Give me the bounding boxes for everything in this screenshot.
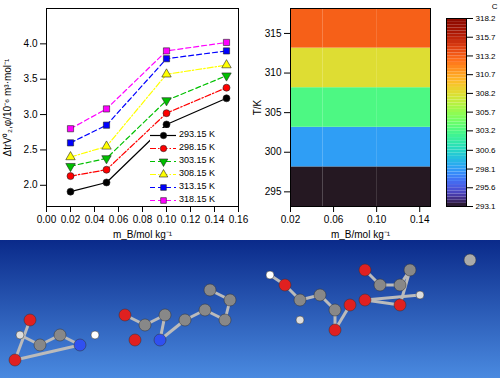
svg-text:315: 315 <box>265 28 282 39</box>
svg-text:m_B/mol kg⁻¹: m_B/mol kg⁻¹ <box>113 229 173 240</box>
svg-text:2.0: 2.0 <box>24 179 38 190</box>
svg-text:T/K: T/K <box>252 99 263 115</box>
html-text:303.15 K: 303.15 K <box>179 155 215 165</box>
html-text:298.15 K: 298.15 K <box>179 142 215 152</box>
svg-text:0.04: 0.04 <box>85 214 105 225</box>
svg-text:2.5: 2.5 <box>24 144 38 155</box>
svg-text:308.2: 308.2 <box>476 89 497 98</box>
svg-text:C: C <box>492 2 498 11</box>
svg-text:0.06: 0.06 <box>324 214 344 225</box>
svg-text:0.08: 0.08 <box>133 214 153 225</box>
svg-text:0.14: 0.14 <box>205 214 225 225</box>
svg-text:293.1: 293.1 <box>476 202 497 211</box>
svg-text:295: 295 <box>265 186 282 197</box>
svg-text:0.02: 0.02 <box>61 214 81 225</box>
svg-text:315.7: 315.7 <box>476 33 497 42</box>
svg-text:0.00: 0.00 <box>37 214 57 225</box>
html-text:318.15 K: 318.15 K <box>179 194 215 204</box>
svg-text:ΔtrV⁰₂,φ/10⁻⁶ m³·mol⁻¹: ΔtrV⁰₂,φ/10⁻⁶ m³·mol⁻¹ <box>2 58 13 157</box>
svg-text:0.14: 0.14 <box>410 214 430 225</box>
svg-text:310.7: 310.7 <box>476 70 497 79</box>
html-text:313.15 K: 313.15 K <box>179 181 215 191</box>
svg-text:0.12: 0.12 <box>181 214 201 225</box>
svg-text:305: 305 <box>265 107 282 118</box>
svg-text:0.16: 0.16 <box>229 214 249 225</box>
svg-text:3.5: 3.5 <box>24 73 38 84</box>
svg-text:298.1: 298.1 <box>476 165 497 174</box>
svg-text:4.0: 4.0 <box>24 38 38 49</box>
html-text:293.15 K: 293.15 K <box>179 129 215 139</box>
svg-text:318.2: 318.2 <box>476 14 497 23</box>
html-text:308.15 K: 308.15 K <box>179 168 215 178</box>
svg-text:m_B/mol kg⁻¹: m_B/mol kg⁻¹ <box>331 229 391 240</box>
svg-text:0.10: 0.10 <box>367 214 387 225</box>
svg-text:0.06: 0.06 <box>109 214 129 225</box>
svg-text:305.7: 305.7 <box>476 108 497 117</box>
svg-text:0.02: 0.02 <box>281 214 301 225</box>
svg-text:303.2: 303.2 <box>476 126 497 135</box>
svg-text:0.10: 0.10 <box>157 214 177 225</box>
svg-text:313.2: 313.2 <box>476 52 497 61</box>
svg-text:3.0: 3.0 <box>24 109 38 120</box>
svg-text:310: 310 <box>265 67 282 78</box>
svg-text:300: 300 <box>265 146 282 157</box>
svg-text:300.6: 300.6 <box>476 146 497 155</box>
svg-text:295.6: 295.6 <box>476 183 497 192</box>
